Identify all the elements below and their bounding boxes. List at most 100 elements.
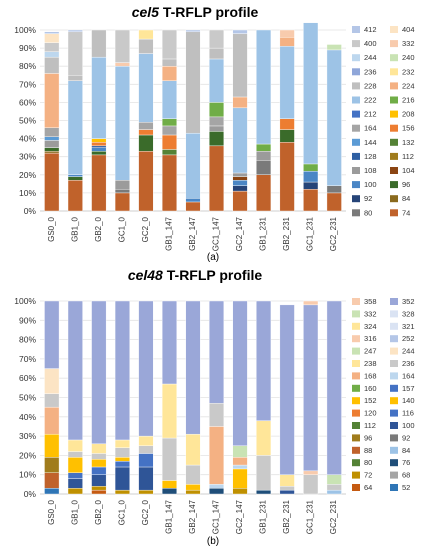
bar-segment-352	[44, 300, 60, 369]
x-tick-label: GS0_0	[47, 499, 56, 524]
bar-segment-100	[279, 489, 295, 495]
chart-a-legend: 412 404 400 332 244 240 236 232 228 224 222 216 212 2…	[352, 25, 415, 217]
bar-segment-236	[67, 451, 83, 458]
x-tick-label: GC2_231	[329, 216, 338, 251]
bar-segment-236	[303, 474, 319, 495]
legend-swatch-132	[390, 138, 398, 146]
y-tick-label: 30%	[19, 431, 36, 441]
x-tick-label: GC2_0	[141, 499, 150, 525]
bar-segment-168	[209, 426, 225, 485]
x-tick-label: GC2_0	[141, 216, 150, 242]
legend-swatch-208	[390, 110, 398, 118]
y-tick-label: 10%	[19, 188, 36, 198]
legend-swatch-144	[352, 138, 360, 146]
bar-segment-216	[209, 102, 225, 118]
bar-segment-104	[232, 176, 248, 181]
bar-segment-168	[232, 457, 248, 466]
legend-label-84: 84	[402, 446, 410, 455]
legend-label-328: 328	[402, 309, 415, 318]
bar-segment-236	[185, 464, 201, 485]
x-tick-label: GB2_0	[94, 499, 103, 524]
bar-segment-352	[232, 300, 248, 446]
legend-label-321: 321	[402, 322, 415, 331]
bar-segment-108	[44, 140, 60, 148]
legend-swatch-168	[352, 372, 360, 380]
chart-b-title: cel48 T-RFLP profile	[128, 267, 263, 283]
bar-segment-247	[326, 474, 342, 485]
x-tick-label: GC1_0	[117, 216, 126, 242]
bar-segment-152	[67, 457, 83, 473]
legend-swatch-358	[352, 298, 360, 305]
chart-b-bars	[44, 300, 342, 495]
legend-label-216: 216	[402, 96, 415, 105]
legend-label-100: 100	[402, 421, 415, 430]
x-tick-label: GB1_231	[259, 216, 268, 250]
x-tick-label: GB1_0	[70, 216, 79, 241]
x-tick-label: GB2_0	[94, 216, 103, 241]
bar-segment-100	[67, 478, 83, 489]
bar-segment-332	[279, 29, 295, 38]
bar-segment-108	[232, 172, 248, 177]
bar-segment-352	[114, 300, 130, 441]
bar-segment-164	[209, 484, 225, 489]
chart-a-title-rest: T-RFLP profile	[159, 4, 259, 20]
x-tick-label: GB1_147	[164, 216, 173, 250]
legend-label-316: 316	[364, 334, 377, 343]
bar-segment-92	[303, 181, 319, 190]
legend-swatch-68	[390, 471, 398, 479]
legend-swatch-236	[390, 360, 398, 367]
y-tick-label: 80%	[19, 61, 36, 71]
legend-swatch-228	[352, 82, 360, 90]
y-tick-label: 70%	[19, 354, 36, 364]
legend-label-232: 232	[402, 67, 415, 76]
legend-label-224: 224	[402, 81, 415, 90]
legend-label-212: 212	[364, 110, 377, 119]
bar-segment-236	[91, 453, 107, 460]
legend-swatch-332	[352, 310, 360, 318]
legend-label-157: 157	[402, 384, 415, 393]
bar-segment-74	[91, 154, 107, 212]
legend-label-100: 100	[364, 180, 377, 189]
chart-a: cel5 T-RFLP profile 0% 10% 20% 30% 40% 50% 60%…	[14, 4, 414, 263]
bar-segment-400	[161, 29, 177, 60]
bar-segment-140	[44, 433, 60, 458]
legend-label-84: 84	[402, 194, 410, 203]
bar-segment-116	[138, 453, 154, 468]
bar-segment-74	[232, 190, 248, 212]
chart-b: cel48 T-RFLP profile 0% 10% 20% 30% 40% 50% 60…	[14, 267, 414, 547]
legend-label-400: 400	[364, 39, 377, 48]
legend-label-112: 112	[364, 421, 376, 430]
legend-swatch-104	[390, 167, 398, 174]
legend-swatch-321	[390, 322, 398, 330]
bar-segment-352	[67, 300, 83, 441]
bar-segment-244	[44, 368, 60, 394]
bar-segment-224	[279, 37, 295, 47]
legend-label-120: 120	[364, 409, 377, 418]
legend-swatch-412	[352, 26, 360, 33]
legend-swatch-252	[390, 335, 398, 343]
bar-segment-228	[67, 75, 83, 81]
bar-segment-238	[185, 433, 201, 466]
bar-segment-352	[256, 300, 272, 421]
bar-segment-76	[209, 488, 225, 495]
bar-segment-228	[232, 33, 248, 98]
chart-b-title-rest: T-RFLP profile	[163, 267, 263, 283]
legend-label-68: 68	[402, 471, 410, 480]
bar-segment-247	[232, 445, 248, 458]
y-tick-label: 90%	[19, 43, 36, 53]
bar-segment-80	[256, 160, 272, 176]
bar-segment-238	[114, 439, 130, 448]
legend-label-164: 164	[364, 124, 377, 133]
x-tick-label: GB2_147	[188, 499, 197, 533]
bar-segment-358	[303, 300, 319, 306]
legend-label-96: 96	[364, 433, 372, 442]
bar-segment-352	[138, 300, 154, 437]
legend-swatch-352	[390, 298, 398, 305]
legend-swatch-160	[352, 384, 360, 392]
bar-segment-74	[114, 192, 130, 212]
legend-label-240: 240	[402, 53, 415, 62]
legend-label-92: 92	[364, 194, 372, 203]
legend-label-236: 236	[402, 359, 415, 368]
bar-segment-400	[67, 31, 83, 76]
x-tick-label: GC2_231	[329, 499, 338, 534]
